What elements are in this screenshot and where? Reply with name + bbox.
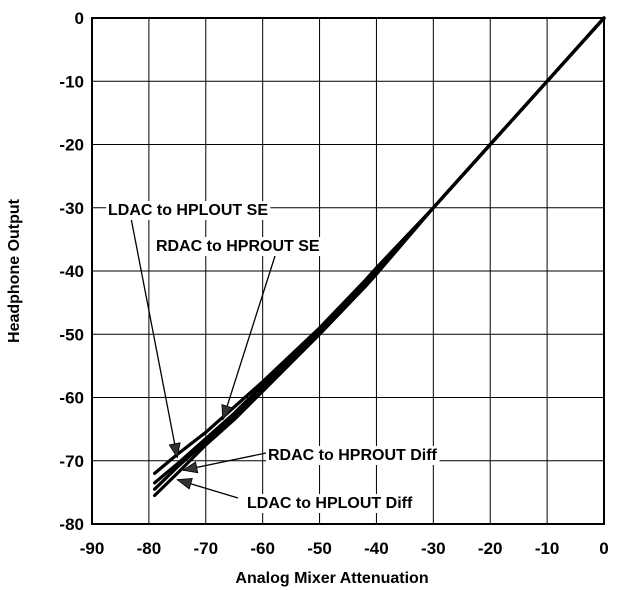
callout-label-background — [106, 201, 271, 220]
callout-arrowhead — [221, 404, 233, 421]
y-tick-label: -40 — [59, 262, 84, 281]
callout-arrowhead — [176, 478, 193, 490]
x-tick-label: -10 — [535, 539, 560, 558]
series-lines — [153, 16, 606, 498]
x-tick-label: -40 — [364, 539, 389, 558]
callout-leader-line — [130, 217, 178, 458]
callout-label-background — [266, 446, 440, 465]
x-tick-label: 0 — [599, 539, 608, 558]
callout-label: LDAC to HPLOUT SE — [108, 202, 268, 219]
callout-label: RDAC to HPROUT Diff — [268, 447, 438, 464]
x-tick-label: -70 — [193, 539, 218, 558]
callouts: LDAC to HPLOUT SE RDAC to HPROUT SE RDAC t… — [106, 201, 440, 513]
callout-arrowhead — [168, 442, 181, 459]
y-tick-label: -60 — [59, 389, 84, 408]
y-tick-label: -80 — [59, 515, 84, 534]
x-tick-label: -80 — [137, 539, 162, 558]
y-axis-title: Headphone Output — [6, 198, 23, 343]
y-tick-label: 0 — [75, 9, 84, 28]
callout-label: LDAC to HPLOUT Diff — [247, 495, 413, 512]
x-tick-label: -30 — [421, 539, 446, 558]
callout-label-background — [154, 237, 322, 256]
tick-labels: -90 -80 -70 -60 -50 -40 -30 -20 -10 0 0 -10 -20 -30 -4… — [59, 9, 608, 558]
x-tick-label: -90 — [80, 539, 105, 558]
y-tick-label: -20 — [59, 136, 84, 155]
x-axis-title: Analog Mixer Attenuation — [235, 570, 428, 587]
y-tick-label: -50 — [59, 325, 84, 344]
callout-arrowhead — [181, 461, 199, 474]
y-tick-label: -30 — [59, 199, 84, 218]
callout-leader-line — [222, 255, 276, 420]
x-tick-label: -20 — [478, 539, 503, 558]
y-tick-label: -10 — [59, 72, 84, 91]
callout-label-background — [245, 494, 415, 513]
series-line-4 — [153, 16, 606, 498]
y-tick-label: -70 — [59, 452, 84, 471]
callout-label: RDAC to HPROUT SE — [156, 238, 320, 255]
x-tick-label: -50 — [307, 539, 332, 558]
x-tick-label: -60 — [250, 539, 275, 558]
plot-frame — [91, 17, 605, 525]
